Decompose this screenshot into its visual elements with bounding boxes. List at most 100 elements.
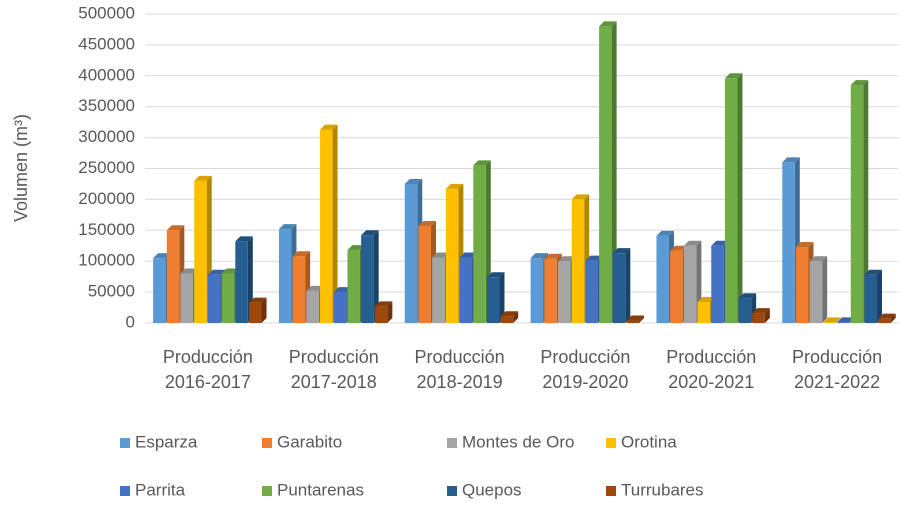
x-tick-label: Producción 2021-2022 (792, 347, 883, 392)
legend-swatch (120, 438, 130, 448)
bar-side (822, 256, 828, 323)
y-tick-label: 400000 (78, 65, 135, 84)
legend-swatch (606, 486, 616, 496)
bar (711, 245, 724, 323)
bar-side (499, 272, 505, 323)
bar (347, 250, 360, 323)
y-tick-label: 250000 (78, 158, 135, 177)
bar (599, 26, 612, 324)
bar (864, 274, 877, 323)
bar-top (361, 230, 379, 236)
bar (486, 277, 500, 323)
bar-top (500, 311, 519, 317)
bar-top (166, 225, 185, 231)
bar-side (863, 80, 869, 323)
legend-swatch (120, 486, 130, 496)
bar-side (513, 311, 519, 323)
legend-swatch (262, 486, 272, 496)
legend-label: Quepos (462, 480, 522, 499)
bar (194, 180, 207, 323)
bar (180, 273, 194, 323)
bar (459, 257, 473, 323)
bar (585, 260, 598, 323)
bar-top (333, 287, 352, 293)
bar-top (194, 175, 212, 181)
legend-swatch (447, 438, 457, 448)
bar (683, 245, 697, 323)
bar-side (387, 301, 393, 323)
bar-top (795, 241, 814, 247)
legend-label: Esparza (135, 432, 198, 451)
bar-top (585, 255, 603, 261)
bar-side (737, 73, 743, 323)
bar-top (697, 296, 716, 302)
bar-top (670, 245, 688, 251)
bar-top (599, 21, 617, 27)
legend-label: Orotina (621, 432, 677, 451)
bar-top (809, 256, 828, 262)
bar-top (347, 245, 365, 251)
x-tick-label: Producción 2019-2020 (540, 347, 631, 392)
bar-top (432, 252, 450, 258)
bar (823, 322, 836, 323)
bar-top (656, 230, 674, 236)
bar-top (486, 272, 505, 278)
x-tick-label: Producción 2017-2018 (288, 347, 379, 392)
bar (544, 258, 557, 323)
bar-top (530, 253, 549, 259)
bar-side (764, 308, 770, 323)
bar-side (611, 21, 617, 324)
bar (418, 225, 431, 323)
bar-side (835, 317, 841, 323)
bar (752, 313, 765, 323)
bar-top (235, 236, 253, 242)
bar-top (404, 178, 423, 184)
bar (207, 274, 221, 323)
bar (473, 165, 486, 323)
bar (166, 230, 180, 323)
bar (292, 256, 306, 323)
bar-top (459, 252, 478, 258)
bar (738, 298, 752, 323)
y-tick-label: 300000 (78, 127, 135, 146)
bar (320, 129, 333, 323)
y-tick-label: 450000 (78, 34, 135, 53)
bar-top (850, 80, 869, 86)
bar (795, 246, 809, 323)
bar (374, 306, 388, 323)
bar-side (373, 230, 379, 323)
x-tick-label: Producción 2020-2021 (666, 347, 757, 392)
bar-top (445, 183, 464, 189)
bar (724, 78, 738, 323)
legend-swatch (262, 438, 272, 448)
bar-top (292, 251, 311, 257)
bar (432, 257, 445, 323)
y-tick-label: 0 (126, 312, 135, 331)
bar (571, 199, 585, 323)
y-tick-label: 150000 (78, 220, 135, 239)
bar-top (558, 256, 576, 262)
bar-top (837, 317, 855, 323)
y-axis-label: Volumen (m³) (11, 114, 31, 222)
bar (809, 261, 823, 323)
bar-top (878, 313, 896, 319)
legend-swatch (606, 438, 616, 448)
y-tick-label: 500000 (78, 3, 135, 22)
bar-top (207, 269, 226, 275)
legend-label: Montes de Oro (462, 432, 574, 451)
bar (235, 241, 248, 323)
bar-top (249, 297, 267, 303)
bar-top (738, 293, 757, 299)
bar-top (306, 285, 324, 291)
bar (500, 316, 514, 323)
bar-side (639, 315, 645, 323)
bar (656, 235, 669, 323)
bar (333, 292, 347, 323)
bar-top (612, 248, 631, 254)
legend-label: Turrubares (621, 480, 704, 499)
bar (558, 261, 571, 323)
bar-side (332, 124, 338, 323)
bar (878, 318, 891, 323)
